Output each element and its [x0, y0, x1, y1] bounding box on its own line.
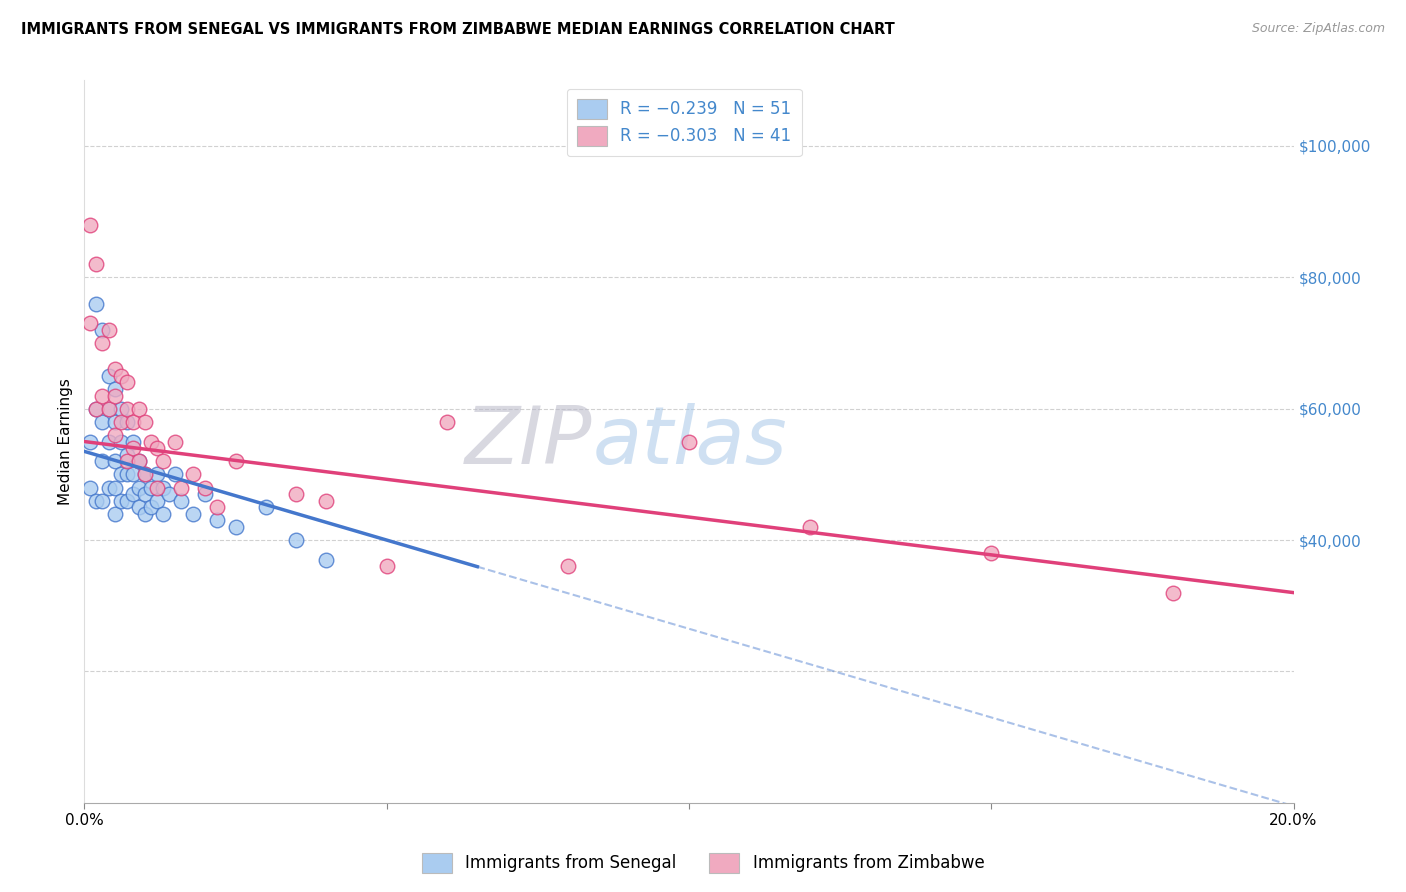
- Point: [121, 467, 143, 482]
- Point: [315, 553, 337, 567]
- Point: [110, 401, 132, 416]
- Point: [97, 434, 120, 449]
- Point: [86, 296, 108, 310]
- Point: [104, 454, 127, 468]
- Point: [146, 441, 169, 455]
- Point: [181, 467, 204, 482]
- Point: [91, 336, 114, 351]
- Point: [86, 257, 108, 271]
- Point: [110, 467, 132, 482]
- Point: [104, 507, 127, 521]
- Point: [157, 487, 180, 501]
- Point: [79, 434, 101, 449]
- Text: IMMIGRANTS FROM SENEGAL VS IMMIGRANTS FROM ZIMBABWE MEDIAN EARNINGS CORRELATION : IMMIGRANTS FROM SENEGAL VS IMMIGRANTS FR…: [21, 22, 894, 37]
- Point: [110, 415, 132, 429]
- Point: [128, 481, 150, 495]
- Point: [170, 481, 193, 495]
- Point: [678, 434, 700, 449]
- Point: [91, 323, 114, 337]
- Point: [91, 388, 114, 402]
- Point: [104, 415, 127, 429]
- Point: [97, 481, 120, 495]
- Point: [134, 467, 156, 482]
- Text: Source: ZipAtlas.com: Source: ZipAtlas.com: [1251, 22, 1385, 36]
- Y-axis label: Median Earnings: Median Earnings: [58, 378, 73, 505]
- Point: [91, 415, 114, 429]
- Point: [134, 467, 156, 482]
- Point: [146, 493, 169, 508]
- Point: [86, 401, 108, 416]
- Point: [139, 434, 162, 449]
- Point: [115, 493, 138, 508]
- Point: [134, 415, 156, 429]
- Point: [97, 368, 120, 383]
- Point: [115, 401, 138, 416]
- Point: [110, 368, 132, 383]
- Point: [225, 520, 247, 534]
- Point: [121, 434, 143, 449]
- Point: [152, 481, 174, 495]
- Point: [194, 481, 217, 495]
- Point: [97, 401, 120, 416]
- Point: [115, 454, 138, 468]
- Point: [134, 487, 156, 501]
- Text: atlas: atlas: [592, 402, 787, 481]
- Point: [128, 454, 150, 468]
- Point: [146, 467, 169, 482]
- Legend: R = −​0.239   N = 51, R = −​0.303   N = 41: R = −​0.239 N = 51, R = −​0.303 N = 41: [567, 88, 801, 156]
- Point: [97, 323, 120, 337]
- Point: [152, 454, 174, 468]
- Point: [1161, 585, 1184, 599]
- Point: [110, 493, 132, 508]
- Point: [86, 493, 108, 508]
- Point: [207, 513, 229, 527]
- Point: [104, 481, 127, 495]
- Point: [128, 454, 150, 468]
- Point: [79, 481, 101, 495]
- Point: [181, 507, 204, 521]
- Point: [254, 500, 277, 515]
- Point: [110, 434, 132, 449]
- Point: [91, 493, 114, 508]
- Point: [170, 493, 193, 508]
- Point: [115, 448, 138, 462]
- Point: [104, 388, 127, 402]
- Point: [79, 316, 101, 330]
- Point: [115, 415, 138, 429]
- Text: ZIP: ZIP: [465, 402, 592, 481]
- Point: [104, 362, 127, 376]
- Point: [165, 467, 187, 482]
- Point: [152, 507, 174, 521]
- Point: [799, 520, 821, 534]
- Point: [225, 454, 247, 468]
- Point: [146, 481, 169, 495]
- Point: [115, 467, 138, 482]
- Point: [285, 487, 308, 501]
- Point: [139, 500, 162, 515]
- Point: [315, 493, 337, 508]
- Point: [97, 401, 120, 416]
- Point: [115, 376, 138, 390]
- Point: [436, 415, 458, 429]
- Point: [134, 507, 156, 521]
- Point: [79, 218, 101, 232]
- Point: [86, 401, 108, 416]
- Point: [375, 559, 398, 574]
- Legend: Immigrants from Senegal, Immigrants from Zimbabwe: Immigrants from Senegal, Immigrants from…: [415, 847, 991, 880]
- Point: [194, 487, 217, 501]
- Point: [128, 500, 150, 515]
- Point: [139, 481, 162, 495]
- Point: [207, 500, 229, 515]
- Point: [104, 428, 127, 442]
- Point: [165, 434, 187, 449]
- Point: [91, 454, 114, 468]
- Point: [121, 415, 143, 429]
- Point: [121, 487, 143, 501]
- Point: [557, 559, 579, 574]
- Point: [121, 441, 143, 455]
- Point: [104, 382, 127, 396]
- Point: [285, 533, 308, 547]
- Point: [128, 401, 150, 416]
- Point: [980, 546, 1002, 560]
